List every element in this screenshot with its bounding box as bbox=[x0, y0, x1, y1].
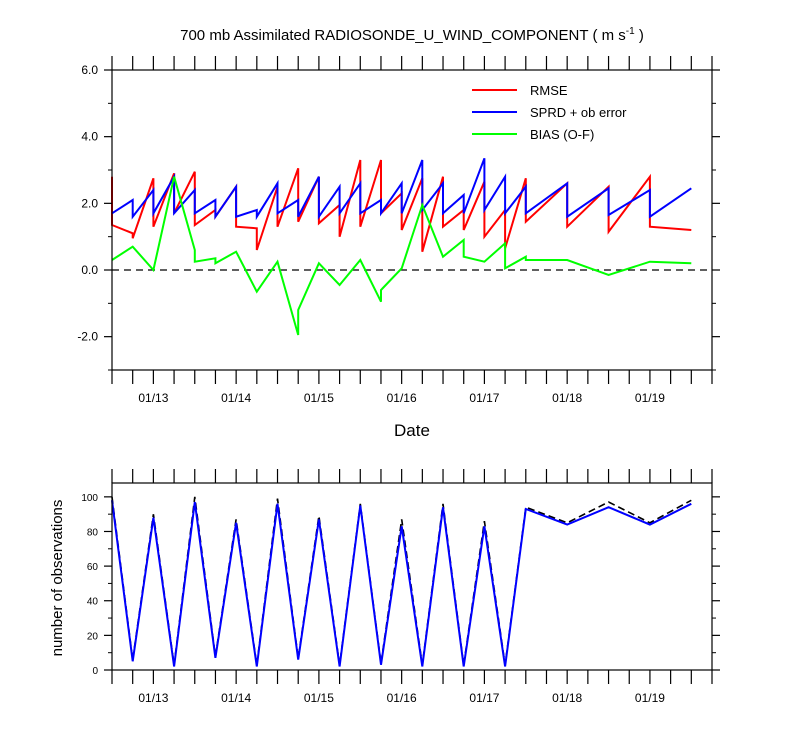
bottom-y-tick-label: 20 bbox=[87, 631, 99, 642]
bottom-x-tick-label: 01/19 bbox=[635, 691, 665, 705]
bottom-y-tick-label: 40 bbox=[87, 597, 99, 608]
bottom-x-tick-label: 01/15 bbox=[304, 691, 334, 705]
top-x-tick-label: 01/19 bbox=[635, 391, 665, 405]
top-x-tick-label: 01/13 bbox=[138, 391, 168, 405]
top-y-tick-label: 4.0 bbox=[81, 130, 98, 144]
bottom-x-tick-label: 01/13 bbox=[138, 691, 168, 705]
top-series-group bbox=[111, 157, 692, 336]
bottom-y-tick-label: 100 bbox=[81, 493, 98, 504]
top-x-tick-label: 01/15 bbox=[304, 391, 334, 405]
bottom-y-tick-label: 80 bbox=[87, 527, 99, 538]
top-x-tick-label: 01/16 bbox=[387, 391, 417, 405]
top-y-tick-label: 6.0 bbox=[81, 63, 98, 77]
bottom-plot-frame bbox=[111, 482, 713, 671]
top-series-line-1 bbox=[111, 157, 692, 221]
top-y-tick-label: -2.0 bbox=[77, 330, 98, 344]
legend-label-1: SPRD + ob error bbox=[530, 105, 627, 120]
legend-label-2: BIAS (O-F) bbox=[530, 127, 594, 142]
top-series-line-2 bbox=[111, 176, 692, 336]
bottom-y-tick-label: 0 bbox=[92, 666, 98, 677]
chart-title-close: ) bbox=[635, 27, 644, 44]
top-x-tick-label: 01/14 bbox=[221, 391, 251, 405]
bottom-chart-panel: 0 20 40 60 80 100 01/13 01/14 01/15 01/16 01/17 01/… bbox=[81, 469, 720, 705]
top-axes-group: -2.0 0.0 2.0 4.0 6.0 01/13 01/14 01/15 01/16 01/1… bbox=[77, 56, 720, 405]
bottom-series-group bbox=[111, 496, 692, 667]
bottom-y-axis-label: number of observations bbox=[49, 500, 66, 657]
top-series-line-0 bbox=[111, 159, 692, 252]
bottom-x-tick-label: 01/16 bbox=[387, 691, 417, 705]
top-x-tick-label: 01/17 bbox=[469, 391, 499, 405]
top-chart-panel: -2.0 0.0 2.0 4.0 6.0 01/13 01/14 01/15 01/16 01/1… bbox=[77, 56, 720, 405]
top-legend: RMSE SPRD + ob error BIAS (O-F) bbox=[472, 83, 627, 142]
bottom-x-tick-label: 01/18 bbox=[552, 691, 582, 705]
legend-label-0: RMSE bbox=[530, 83, 568, 98]
chart-title-superscript: -1 bbox=[626, 26, 635, 37]
bottom-y-tick-label: 60 bbox=[87, 562, 99, 573]
top-y-tick-label: 2.0 bbox=[81, 196, 98, 210]
top-x-axis-label: Date bbox=[394, 421, 430, 440]
bottom-series-line-0 bbox=[111, 496, 692, 665]
bottom-axes-group: 0 20 40 60 80 100 01/13 01/14 01/15 01/16 01/17 01/… bbox=[81, 469, 720, 705]
bottom-series-line-1 bbox=[111, 500, 692, 667]
chart-title: 700 mb Assimilated RADIOSONDE_U_WIND_COM… bbox=[180, 26, 644, 44]
top-y-tick-label: 0.0 bbox=[81, 263, 98, 277]
top-x-tick-label: 01/18 bbox=[552, 391, 582, 405]
bottom-x-tick-label: 01/14 bbox=[221, 691, 251, 705]
chart-title-main: 700 mb Assimilated RADIOSONDE_U_WIND_COM… bbox=[180, 27, 626, 44]
top-plot-frame bbox=[111, 69, 713, 371]
bottom-x-tick-label: 01/17 bbox=[469, 691, 499, 705]
